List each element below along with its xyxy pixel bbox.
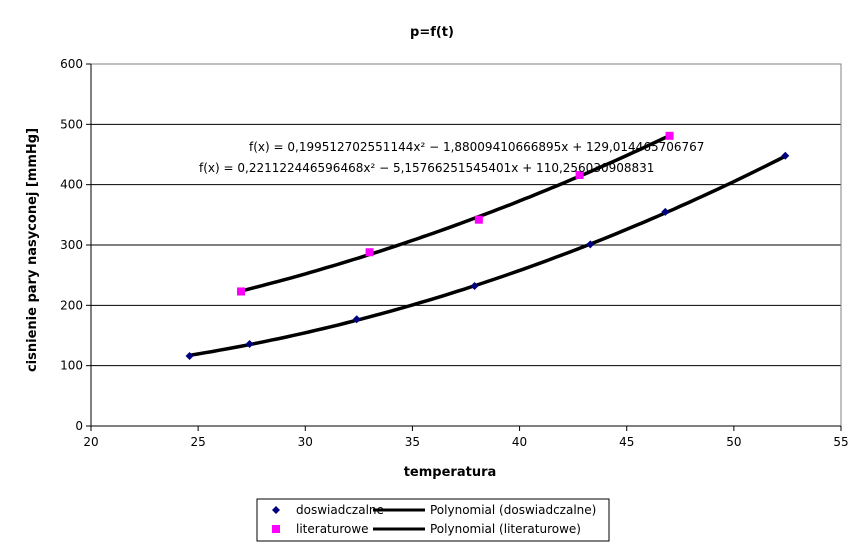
x-tick-label: 25: [191, 435, 206, 449]
x-tick-label: 50: [726, 435, 741, 449]
gridlines: [91, 63, 841, 367]
equation-doswiadczalne: f(x) = 0,221122446596468x² − 5,157662515…: [199, 161, 654, 175]
y-tick-label: 600: [60, 57, 83, 71]
point-literaturowe: [237, 287, 245, 296]
data-points: [185, 131, 790, 361]
x-tick-label: 30: [298, 435, 313, 449]
x-tick-label: 45: [619, 435, 634, 449]
point-doswiadczalne: [352, 315, 361, 324]
legend-marker-doswiadczalne: [272, 506, 280, 514]
point-doswiadczalne: [661, 207, 670, 216]
legend-label-poly-doswiadczalne: Polynomial (doswiadczalne): [430, 503, 596, 517]
point-literaturowe: [665, 131, 674, 140]
trendlines: [189, 134, 787, 358]
y-ticks: 0 100 200 300 400 500 600: [60, 57, 91, 433]
equation-literaturowe: f(x) = 0,199512702551144x² − 1,880094106…: [249, 140, 704, 154]
legend-marker-literaturowe: [272, 525, 280, 533]
chart-title: p=f(t): [410, 25, 454, 40]
y-tick-label: 0: [75, 419, 83, 433]
legend-label-doswiadczalne: doswiadczalne: [296, 503, 384, 517]
x-tick-label: 40: [512, 435, 527, 449]
x-tick-label: 35: [405, 435, 420, 449]
point-literaturowe: [474, 215, 483, 224]
legend: doswiadczalne Polynomial (doswiadczalne)…: [256, 498, 610, 542]
x-axis-label: temperatura: [404, 465, 497, 480]
x-ticks: 20 25 30 35 40 45 50 55: [83, 426, 849, 449]
x-tick-label: 55: [833, 435, 848, 449]
legend-box: [256, 498, 610, 542]
x-tick-label: 20: [83, 435, 98, 449]
point-doswiadczalne: [185, 352, 194, 361]
point-literaturowe: [365, 248, 374, 257]
y-tick-label: 300: [60, 238, 83, 252]
point-doswiadczalne: [245, 339, 254, 348]
point-literaturowe: [575, 171, 584, 180]
trendline-1: [240, 134, 671, 293]
legend-label-literaturowe: literaturowe: [296, 522, 369, 536]
point-doswiadczalne: [470, 282, 479, 291]
y-tick-label: 400: [60, 178, 83, 192]
legend-label-poly-literaturowe: Polynomial (literaturowe): [430, 522, 581, 536]
y-tick-label: 100: [60, 359, 83, 373]
y-tick-label: 200: [60, 298, 83, 312]
point-doswiadczalne: [586, 240, 595, 249]
point-doswiadczalne: [781, 151, 790, 160]
y-axis-label: cisnienie pary nasyconej [mmHg]: [25, 128, 40, 372]
y-tick-label: 500: [60, 117, 83, 131]
trendline-0: [189, 154, 787, 358]
